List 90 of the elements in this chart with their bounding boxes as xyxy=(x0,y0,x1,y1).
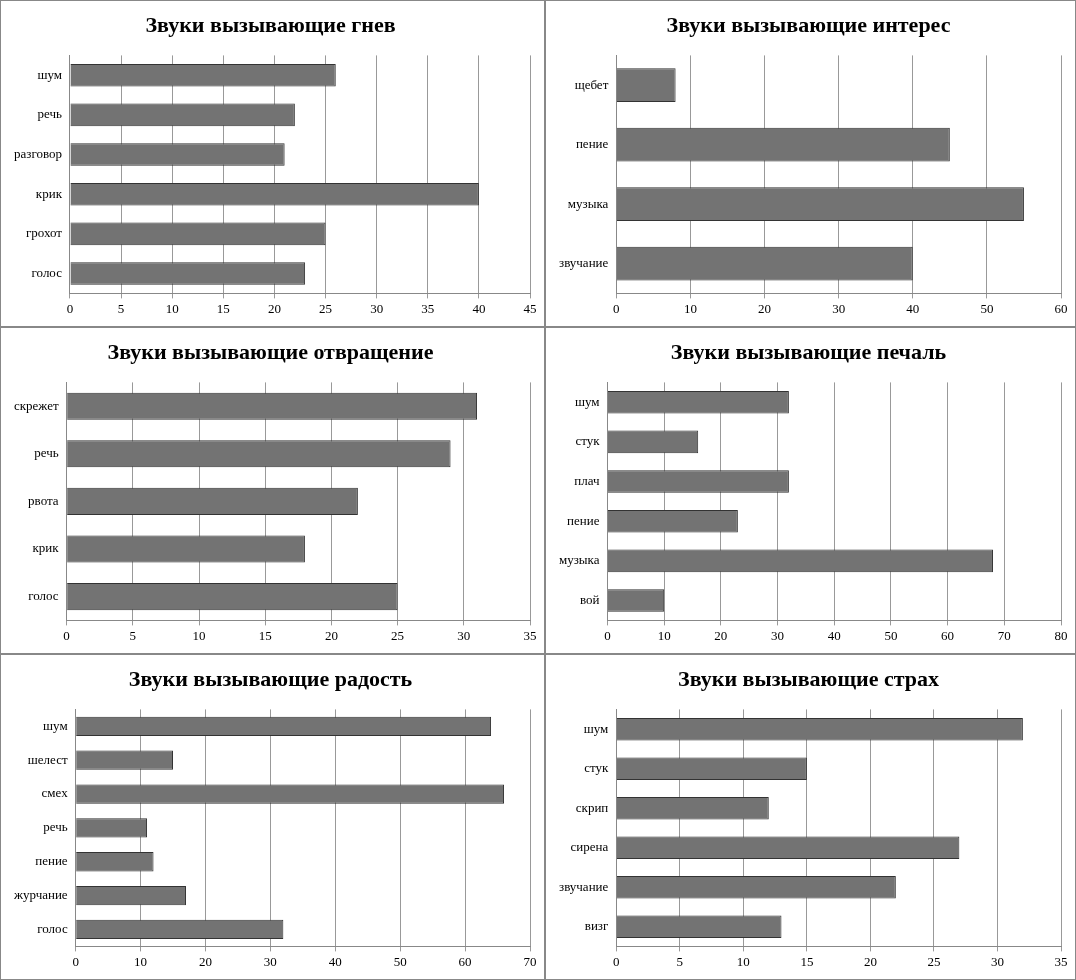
x-tick-label: 5 xyxy=(129,627,137,643)
y-tick-label: визг xyxy=(584,918,609,934)
x-tick-label: 25 xyxy=(927,953,941,969)
y-tick-label: стук xyxy=(584,760,609,776)
x-tick-label: 40 xyxy=(472,300,486,316)
y-tick-label: разговор xyxy=(13,145,62,161)
x-tick-label: 5 xyxy=(676,953,684,969)
x-tick-label: 70 xyxy=(997,627,1011,643)
x-tick-label: 45 xyxy=(523,300,537,316)
x-tick-label: 50 xyxy=(884,627,898,643)
x-tick-label: 5 xyxy=(117,300,125,316)
y-tick-label: речь xyxy=(37,106,63,122)
y-tick-label: шум xyxy=(583,720,609,736)
x-tick-label: 35 xyxy=(523,627,537,643)
x-tick-label: 50 xyxy=(980,300,994,316)
x-tick-label: 20 xyxy=(198,953,212,969)
x-tick-label: 10 xyxy=(736,953,750,969)
chart-title: Звуки вызывающие интерес xyxy=(666,11,951,37)
chart-title: Звуки вызывающие отвращение xyxy=(107,338,434,364)
y-tick-label: сирена xyxy=(570,839,609,855)
x-tick-label: 10 xyxy=(683,300,697,316)
y-tick-label: звучание xyxy=(558,878,609,894)
y-tick-label: речь xyxy=(43,819,68,835)
y-tick-label: щебет xyxy=(574,76,609,92)
x-tick-label: 15 xyxy=(258,627,272,643)
x-tick-label: 40 xyxy=(827,627,841,643)
chart-title: Звуки вызывающие страх xyxy=(678,665,939,691)
y-tick-label: шелест xyxy=(27,751,68,767)
x-tick-label: 20 xyxy=(324,627,338,643)
x-tick-label: 35 xyxy=(421,300,435,316)
y-tick-label: скрежет xyxy=(13,397,59,413)
x-tick-label: 15 xyxy=(800,953,814,969)
y-tick-label: стук xyxy=(575,433,601,449)
x-tick-label: 25 xyxy=(391,627,405,643)
y-tick-label: грохот xyxy=(25,225,63,241)
y-tick-label: пение xyxy=(35,853,68,869)
x-tick-label: 0 xyxy=(63,627,70,643)
x-tick-label: 30 xyxy=(771,627,785,643)
y-tick-label: скрип xyxy=(575,799,609,815)
y-tick-label: крик xyxy=(32,540,60,556)
x-tick-label: 60 xyxy=(458,953,472,969)
y-tick-label: рвота xyxy=(28,492,59,508)
x-tick-label: 10 xyxy=(165,300,179,316)
y-tick-label: пение xyxy=(567,512,600,528)
y-tick-label: смех xyxy=(41,785,69,801)
y-tick-label: звучание xyxy=(558,255,609,271)
x-tick-label: 70 xyxy=(523,953,537,969)
chart-title: Звуки вызывающие гнев xyxy=(145,11,396,37)
y-tick-label: шум xyxy=(43,717,68,733)
x-tick-label: 50 xyxy=(393,953,407,969)
x-tick-label: 40 xyxy=(906,300,920,316)
x-tick-label: 20 xyxy=(863,953,877,969)
x-tick-label: 10 xyxy=(657,627,671,643)
y-tick-label: вой xyxy=(579,591,600,607)
y-tick-label: плач xyxy=(574,472,600,488)
x-tick-label: 60 xyxy=(1054,300,1068,316)
x-tick-label: 60 xyxy=(941,627,955,643)
x-tick-label: 10 xyxy=(192,627,206,643)
x-tick-label: 30 xyxy=(832,300,846,316)
x-tick-label: 0 xyxy=(604,627,611,643)
chart-title: Звуки вызывающие печаль xyxy=(670,338,947,364)
x-tick-label: 0 xyxy=(66,300,74,316)
x-tick-label: 15 xyxy=(216,300,230,316)
y-tick-label: голос xyxy=(28,588,59,604)
y-tick-label: голос xyxy=(31,264,63,280)
x-tick-label: 35 xyxy=(1054,953,1068,969)
x-tick-label: 80 xyxy=(1054,627,1068,643)
x-tick-label: 40 xyxy=(328,953,342,969)
x-tick-label: 20 xyxy=(267,300,281,316)
y-tick-label: пение xyxy=(575,136,609,152)
x-tick-label: 0 xyxy=(72,953,79,969)
y-tick-label: речь xyxy=(34,445,59,461)
x-tick-label: 20 xyxy=(758,300,772,316)
x-tick-label: 25 xyxy=(319,300,333,316)
x-tick-label: 30 xyxy=(990,953,1004,969)
y-tick-label: голос xyxy=(37,920,68,936)
x-tick-label: 30 xyxy=(457,627,471,643)
x-tick-label: 30 xyxy=(263,953,277,969)
y-tick-label: журчание xyxy=(12,887,68,903)
x-tick-label: 0 xyxy=(613,953,620,969)
y-tick-label: музыка xyxy=(558,552,600,568)
x-tick-label: 20 xyxy=(714,627,728,643)
y-tick-label: музыка xyxy=(567,195,609,211)
x-tick-label: 0 xyxy=(613,300,620,316)
y-tick-label: шум xyxy=(37,66,62,82)
x-tick-label: 30 xyxy=(370,300,384,316)
chart-title: Звуки вызывающие радость xyxy=(128,665,413,691)
x-tick-label: 10 xyxy=(134,953,148,969)
y-tick-label: шум xyxy=(574,393,600,409)
y-tick-label: крик xyxy=(35,185,63,201)
